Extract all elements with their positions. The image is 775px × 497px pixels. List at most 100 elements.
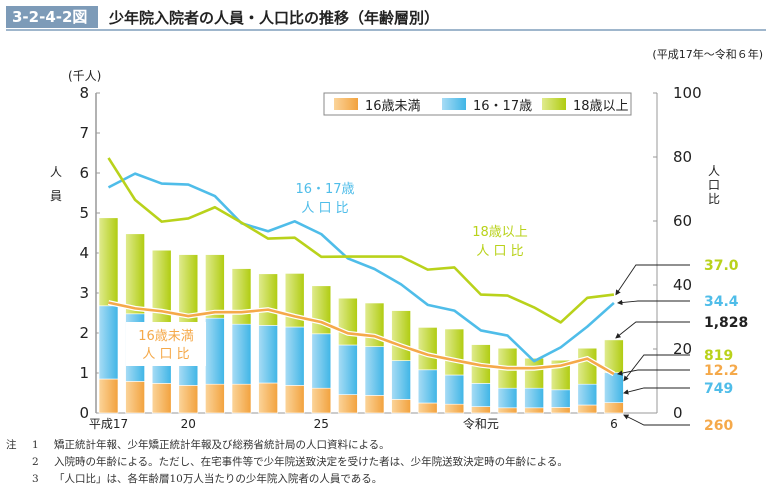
bar-16-17 — [258, 325, 278, 384]
bar-16-17 — [577, 383, 598, 406]
under16-rate-label: 16歳未満 — [138, 329, 194, 344]
end-value-label: 1,828 — [704, 315, 748, 331]
bar-under16 — [205, 383, 225, 414]
legend-label: 16歳未満 — [365, 99, 421, 114]
left-tick-label: 6 — [79, 164, 89, 182]
bar-18plus — [444, 328, 465, 376]
callout-arrow — [623, 387, 690, 395]
legend-swatch — [542, 98, 566, 110]
bar-16-17 — [550, 389, 571, 408]
note-text: 「人口比」は、各年齢層10万人当たりの少年院入院者の人員である。 — [54, 473, 383, 485]
left-tick-label: 1 — [79, 364, 89, 382]
right-tick-label: 60 — [673, 212, 692, 230]
left-axis-label: 人 — [50, 165, 62, 179]
end-value-label: 34.4 — [704, 294, 739, 310]
age18-rate-label: 人 口 比 — [476, 244, 523, 259]
bar-under16 — [524, 407, 544, 414]
legend-label: 18歳以上 — [573, 99, 629, 114]
bar-under16 — [231, 383, 252, 414]
left-axis-label: 員 — [50, 189, 62, 203]
bar-16-17 — [471, 383, 491, 407]
right-axis-label: 口 — [708, 178, 720, 192]
callout-arrow — [617, 299, 690, 306]
left-tick-label: 7 — [79, 124, 89, 142]
right-tick-label: 20 — [673, 340, 692, 358]
bar-under16 — [444, 403, 465, 414]
bar-16-17 — [338, 344, 358, 395]
bar-16-17 — [444, 374, 465, 405]
line-16-17-rate — [107, 172, 615, 363]
note-number: 3 — [32, 473, 39, 485]
left-tick-label: 5 — [79, 204, 89, 222]
bar-16-17 — [311, 333, 332, 389]
bar-under16 — [604, 402, 624, 414]
right-tick-label: 0 — [673, 404, 683, 422]
x-tick-label: 令和元 — [463, 416, 499, 431]
bar-16-17 — [497, 387, 518, 409]
label-backdrop — [126, 322, 206, 366]
bar-16-17 — [391, 360, 411, 400]
bar-16-17 — [205, 317, 225, 385]
bar-16-17 — [417, 369, 438, 404]
notes: 注 1 矯正統計年報、少年矯正統計年報及び総務省統計局の人口資料による。 2 入院時の年… — [6, 437, 568, 488]
note-row: 2 入院時の年齢による。ただし、在宅事件等で少年院送致決定を受けた者は、少年院送致… — [6, 454, 568, 471]
left-tick-label: 8 — [79, 84, 89, 102]
note-row: 注 1 矯正統計年報、少年矯正統計年報及び総務省統計局の人口資料による。 — [6, 437, 568, 454]
note-text: 矯正統計年報、少年矯正統計年報及び総務省統計局の人口資料による。 — [54, 439, 390, 451]
note-marker: 注 — [6, 439, 17, 451]
x-tick-label: 6 — [610, 417, 618, 431]
left-tick-label: 2 — [79, 324, 89, 342]
bar-16-17 — [231, 323, 252, 385]
left-tick-label: 0 — [79, 404, 89, 422]
figure-number: 3-2-4-2図 — [6, 6, 98, 28]
right-tick-label: 100 — [673, 84, 702, 102]
age16-17-rate-label: 人 口 比 — [301, 201, 348, 216]
period-label: (平成17年～令和６年) — [652, 48, 763, 61]
left-tick-label: 3 — [79, 284, 89, 302]
x-tick-label: 平成17 — [89, 417, 128, 431]
note-marker — [6, 471, 32, 488]
line-18plus-rate — [107, 157, 615, 324]
bar-18plus — [205, 254, 225, 319]
bar-18plus — [391, 310, 411, 361]
bar-18plus — [524, 357, 544, 389]
bar-under16 — [338, 394, 358, 414]
bar-16-17 — [284, 326, 305, 386]
bar-under16 — [125, 381, 145, 414]
bar-18plus — [231, 268, 252, 325]
legend-swatch — [442, 98, 466, 110]
under16-rate-label: 人 口 比 — [142, 347, 189, 362]
note-number: 2 — [32, 456, 39, 468]
note-row: 3 「人口比」は、各年齢層10万人当たりの少年院入院者の人員である。 — [6, 471, 568, 488]
age18-rate-label: 18歳以上 — [472, 225, 528, 240]
note-marker — [6, 454, 32, 471]
end-value-label: 37.0 — [704, 258, 739, 274]
x-tick-label: 25 — [314, 417, 329, 431]
bar-under16 — [497, 407, 518, 414]
bar-under16 — [550, 407, 571, 414]
bar-16-17 — [604, 372, 624, 403]
bar-16-17 — [98, 305, 119, 380]
right-tick-label: 80 — [673, 148, 692, 166]
bar-18plus — [338, 297, 358, 346]
callout-arrow — [615, 264, 690, 296]
right-tick-label: 40 — [673, 276, 692, 294]
end-value-label: 819 — [704, 348, 733, 364]
bar-under16 — [417, 402, 438, 414]
callout-arrow — [617, 369, 690, 376]
x-tick-label: 20 — [181, 417, 196, 431]
bar-16-17 — [524, 387, 544, 409]
bar-18plus — [417, 327, 438, 371]
end-value-label: 12.2 — [704, 363, 739, 379]
bar-under16 — [311, 387, 332, 414]
bar-under16 — [471, 406, 491, 414]
bar-18plus — [577, 347, 598, 385]
bar-under16 — [364, 395, 385, 414]
callout-arrow — [623, 414, 690, 426]
note-text: 入院時の年齢による。ただし、在宅事件等で少年院送致決定を受けた者は、少年院送致決… — [54, 456, 568, 468]
bar-16-17 — [364, 346, 385, 396]
age16-17-rate-label: 16・17歳 — [295, 182, 354, 197]
note-number: 1 — [32, 439, 39, 451]
bar-under16 — [284, 385, 305, 414]
